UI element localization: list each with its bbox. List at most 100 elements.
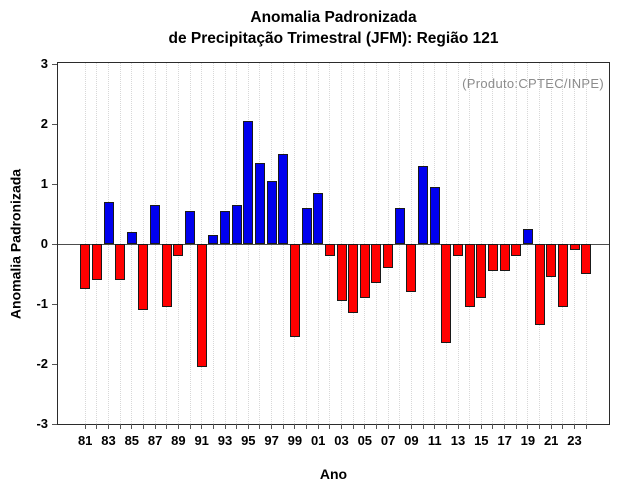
x-axis-tick — [574, 424, 575, 429]
x-axis-tick — [166, 424, 168, 429]
bar-22 — [557, 244, 568, 308]
x-axis-tick — [282, 424, 284, 429]
gridline — [515, 63, 517, 424]
x-axis-tick — [399, 424, 401, 429]
x-tick-label: 05 — [357, 433, 373, 448]
gridline — [469, 63, 471, 424]
x-axis-tick — [96, 424, 98, 429]
y-axis-tick — [52, 363, 57, 365]
x-tick-label: 91 — [194, 433, 209, 448]
bar-82 — [91, 244, 102, 281]
gridline — [562, 63, 564, 424]
gridline — [457, 63, 459, 424]
bar-15 — [476, 244, 487, 299]
bar-07 — [383, 244, 394, 269]
gridline — [445, 63, 447, 424]
x-axis-tick — [224, 424, 226, 429]
bar-21 — [546, 244, 557, 278]
x-axis-tick — [492, 424, 494, 429]
bar-98 — [278, 154, 289, 245]
bar-13 — [453, 244, 463, 257]
bar-88 — [161, 244, 172, 308]
x-axis-tick — [375, 424, 377, 429]
x-axis-tick — [387, 424, 389, 429]
plot-area: (Produto:CPTEC/INPE) 81 83 85 87 89 91 93 95 97 9… — [36, 56, 610, 448]
y-axis-tick — [52, 303, 57, 305]
gridline — [410, 63, 412, 424]
y-tick-label: 0 — [40, 235, 48, 251]
x-axis-tick — [539, 424, 541, 429]
gridline — [294, 63, 296, 424]
y-axis-tick — [52, 123, 57, 125]
bar-84 — [115, 244, 126, 281]
x-axis-tick — [154, 424, 156, 429]
x-axis-tick — [306, 424, 308, 429]
x-tick-label: 15 — [474, 433, 489, 448]
y-tick-label: -2 — [36, 355, 48, 371]
x-tick-label: 17 — [497, 433, 512, 448]
bar-24 — [581, 244, 592, 275]
x-axis-tick — [445, 424, 447, 429]
x-tick-label: 93 — [217, 433, 233, 448]
x-axis-tick — [585, 424, 587, 429]
gridline — [201, 63, 203, 424]
gridline — [387, 63, 389, 424]
x-tick-label: 81 — [77, 433, 93, 448]
x-axis-tick — [142, 424, 144, 429]
y-axis-tick — [52, 63, 57, 65]
x-axis-tick — [527, 424, 529, 429]
bar-85 — [126, 232, 137, 245]
x-axis-tick — [341, 424, 342, 429]
bar-20 — [534, 244, 545, 326]
x-tick-label: 21 — [543, 433, 559, 448]
bar-97 — [266, 181, 277, 245]
x-tick-label: 11 — [427, 433, 442, 448]
x-tick-label: 99 — [287, 433, 303, 448]
x-tick-label: 01 — [310, 433, 326, 448]
bar-86 — [138, 244, 149, 311]
bar-89 — [173, 244, 184, 257]
x-axis-tick — [177, 424, 179, 429]
bar-11 — [429, 187, 440, 245]
x-tick-label: 23 — [567, 433, 582, 448]
y-axis-tick — [52, 423, 57, 425]
bar-23 — [569, 244, 580, 251]
x-tick-label: 97 — [264, 433, 279, 448]
bar-03 — [336, 244, 347, 302]
gridline — [550, 63, 552, 424]
y-axis-tick — [52, 243, 57, 245]
bar-02 — [324, 244, 335, 257]
bar-10 — [418, 166, 429, 245]
x-tick-label: 89 — [171, 433, 186, 448]
gridline — [574, 63, 575, 424]
gridline — [492, 63, 494, 424]
bar-95 — [243, 121, 254, 245]
bar-14 — [464, 244, 475, 308]
x-tick-label: 07 — [380, 433, 396, 448]
x-axis-tick — [480, 424, 482, 429]
x-axis-tick — [271, 424, 273, 429]
bar-09 — [406, 244, 417, 293]
gridline — [585, 63, 587, 424]
x-axis-tick — [504, 424, 506, 429]
bar-99 — [289, 244, 300, 338]
gridline — [352, 63, 354, 424]
x-axis-tick — [457, 424, 459, 429]
y-tick-label: -1 — [36, 295, 48, 311]
bar-19 — [522, 229, 533, 245]
bar-16 — [487, 244, 498, 272]
x-axis-tick — [515, 424, 517, 429]
gridline — [329, 63, 331, 424]
bar-94 — [231, 205, 242, 245]
x-tick-label: 03 — [334, 433, 349, 448]
x-tick-label: 95 — [241, 433, 256, 448]
x-axis-tick — [410, 424, 412, 429]
x-tick-label: 19 — [520, 433, 536, 448]
x-axis-tick — [329, 424, 331, 429]
x-axis-tick — [119, 424, 121, 429]
x-axis-tick — [236, 424, 238, 429]
gridline — [177, 63, 179, 424]
x-tick-label: 85 — [124, 433, 140, 448]
chart-title-line2: de Precipitação Trimestral (JFM): Região… — [168, 30, 499, 47]
